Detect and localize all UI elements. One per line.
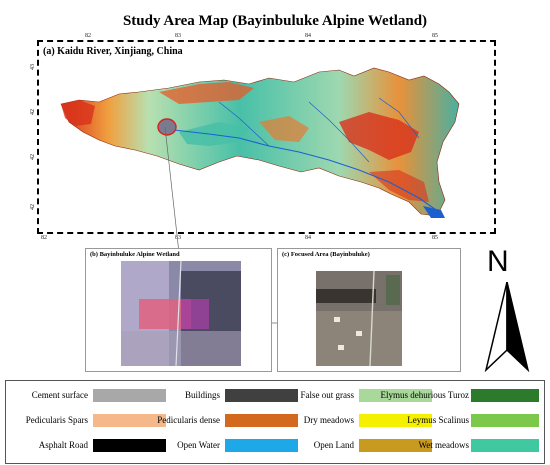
- panel-b-image: [121, 261, 241, 366]
- legend-swatch: [471, 389, 539, 402]
- purple-classified-strip: [181, 299, 209, 329]
- wetland-lowland: [179, 122, 249, 146]
- northern-ridge: [159, 82, 254, 104]
- north-arrow-icon: [484, 282, 530, 372]
- panel-a-label: (a) Kaidu River, Xinjiang, China: [43, 46, 183, 57]
- legend-label: Pedicularis dense: [157, 415, 220, 425]
- panel-c: (c) Focused Area (Bayinbuluke): [277, 248, 461, 372]
- imagery-lower-band: [121, 331, 241, 366]
- legend-label: Buildings: [184, 390, 220, 400]
- eastern-ridge: [339, 112, 419, 160]
- legend-label: Pedicularis Spars: [25, 415, 88, 425]
- legend-swatch: [93, 389, 166, 402]
- legend-label: Elymus dehurious Turoz: [380, 390, 469, 400]
- study-site-marker: [157, 118, 177, 136]
- panel-b-label: (b) Bayinbuluke Alpine Wetland: [90, 251, 180, 258]
- north-letter: N: [487, 245, 509, 278]
- north-arrow-right-half: [506, 282, 530, 372]
- southeast-ridge: [369, 170, 429, 202]
- legend-swatch: [93, 439, 166, 452]
- panel-c-image: [316, 271, 402, 366]
- legend-swatch: [359, 389, 432, 402]
- legend-swatch: [359, 414, 432, 427]
- tick-bottom-3: 84: [305, 235, 311, 241]
- legend-swatch: [225, 389, 298, 402]
- legend-swatch: [93, 414, 166, 427]
- focus-plot-1: [334, 317, 340, 322]
- panel-a-frame: (a) Kaidu River, Xinjiang, China: [37, 40, 496, 234]
- focus-dark-band: [316, 289, 376, 303]
- legend-label: Open Land: [313, 440, 354, 450]
- legend-label: Asphalt Road: [38, 440, 88, 450]
- central-ridge: [259, 116, 309, 142]
- legend-label: Wet meadows: [418, 440, 469, 450]
- legend-swatch: [471, 414, 539, 427]
- legend-label: False out grass: [300, 390, 355, 400]
- tributary-1: [218, 101, 270, 147]
- tick-side-2: 42: [30, 109, 36, 115]
- focus-vegetation: [386, 275, 400, 305]
- tick-top-1: 82: [85, 33, 91, 39]
- tick-top-2: 83: [175, 33, 181, 39]
- tick-side-3: 42: [30, 154, 36, 160]
- legend-swatch: [471, 439, 539, 452]
- panel-c-label: (c) Focused Area (Bayinbuluke): [282, 251, 370, 258]
- basin-outline: [60, 67, 460, 217]
- legend: Cement surface Buildings False out grass El…: [5, 380, 545, 464]
- tick-bottom-4: 85: [432, 235, 438, 241]
- panel-b: (b) Bayinbuluke Alpine Wetland: [85, 248, 272, 372]
- tick-bottom-1: 82: [41, 235, 47, 241]
- focus-road: [369, 271, 375, 366]
- legend-swatch: [359, 439, 432, 452]
- imagery-road: [175, 261, 182, 366]
- tributary-3: [378, 97, 420, 139]
- legend-swatch: [225, 439, 298, 452]
- focus-lower-area: [316, 311, 402, 366]
- legend-label: Cement surface: [31, 390, 88, 400]
- focus-plot-2: [356, 331, 362, 336]
- map-title: Study Area Map (Bayinbuluke Alpine Wetla…: [122, 13, 428, 29]
- tick-side-4: 42: [30, 204, 36, 210]
- legend-swatch: [225, 414, 298, 427]
- legend-label: Open Water: [177, 440, 220, 450]
- tick-top-3: 84: [305, 33, 311, 39]
- tick-top-4: 85: [432, 33, 438, 39]
- tick-side-1: 43: [30, 64, 36, 70]
- legend-label: Dry meadows: [303, 415, 354, 425]
- focus-plot-3: [338, 345, 344, 350]
- legend-label: Leymus Scalinus: [407, 415, 469, 425]
- southeast-water: [423, 206, 445, 218]
- tick-bottom-2: 83: [175, 235, 181, 241]
- western-ridge: [61, 100, 95, 126]
- kaidu-river: [173, 129, 440, 213]
- north-arrow-left-half: [484, 282, 508, 372]
- tributary-2: [308, 101, 370, 163]
- dem-map: [60, 67, 460, 218]
